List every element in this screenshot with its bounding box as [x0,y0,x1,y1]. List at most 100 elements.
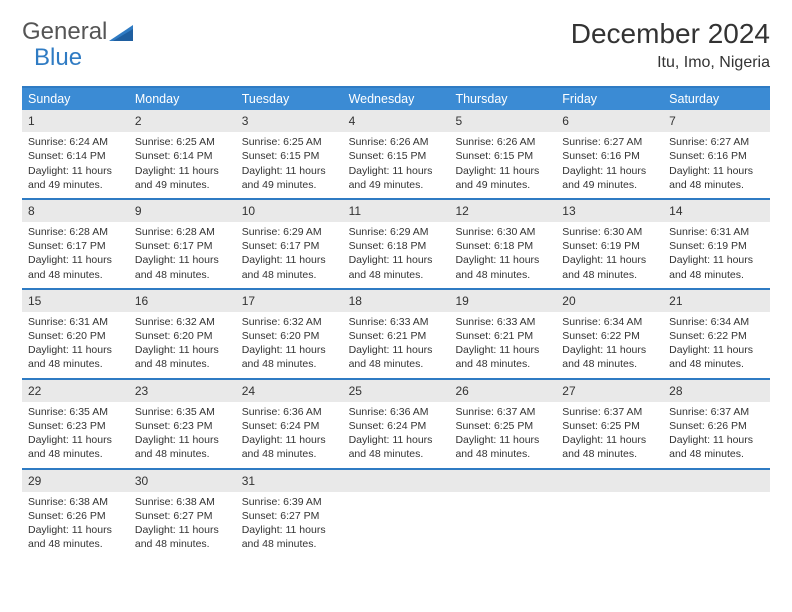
day-body: Sunrise: 6:33 AMSunset: 6:21 PMDaylight:… [449,315,556,372]
sunrise-line: Sunrise: 6:32 AM [242,315,337,329]
daylight-line: Daylight: 11 hours and 48 minutes. [562,433,657,461]
header: General December 2024 Itu, Imo, Nigeria [22,18,770,72]
day-body: Sunrise: 6:30 AMSunset: 6:18 PMDaylight:… [449,225,556,282]
day-number: 26 [449,380,556,402]
day-cell: 12 Sunrise: 6:30 AMSunset: 6:18 PMDayligh… [449,200,556,288]
sunrise-line: Sunrise: 6:38 AM [135,495,230,509]
day-number: 1 [22,110,129,132]
day-body: Sunrise: 6:32 AMSunset: 6:20 PMDaylight:… [129,315,236,372]
sunrise-line: Sunrise: 6:25 AM [242,135,337,149]
sunset-line: Sunset: 6:24 PM [349,419,444,433]
daylight-line: Daylight: 11 hours and 48 minutes. [455,343,550,371]
daylight-line: Daylight: 11 hours and 48 minutes. [28,343,123,371]
day-cell: 29Sunrise: 6:38 AMSunset: 6:26 PMDayligh… [22,470,129,558]
day-cell: 25Sunrise: 6:36 AMSunset: 6:24 PMDayligh… [343,380,450,468]
day-number: 12 [449,200,556,222]
day-cell: 14Sunrise: 6:31 AMSunset: 6:19 PMDayligh… [663,200,770,288]
day-cell: 27Sunrise: 6:37 AMSunset: 6:25 PMDayligh… [556,380,663,468]
day-body: Sunrise: 6:26 AMSunset: 6:15 PMDaylight:… [343,135,450,192]
day-number: 23 [129,380,236,402]
location: Itu, Imo, Nigeria [571,54,770,72]
day-cell: 26 Sunrise: 6:37 AMSunset: 6:25 PMDayligh… [449,380,556,468]
day-body: Sunrise: 6:34 AMSunset: 6:22 PMDaylight:… [556,315,663,372]
sunset-line: Sunset: 6:22 PM [562,329,657,343]
day-cell: 6 Sunrise: 6:27 AMSunset: 6:16 PMDaylight… [556,110,663,198]
sunset-line: Sunset: 6:22 PM [669,329,764,343]
daylight-line: Daylight: 11 hours and 48 minutes. [562,343,657,371]
day-cell-empty [556,470,663,558]
day-body: Sunrise: 6:36 AMSunset: 6:24 PMDaylight:… [343,405,450,462]
day-body: Sunrise: 6:38 AMSunset: 6:26 PMDaylight:… [22,495,129,552]
day-number [449,470,556,492]
sunset-line: Sunset: 6:25 PM [562,419,657,433]
sunrise-line: Sunrise: 6:27 AM [562,135,657,149]
sunrise-line: Sunrise: 6:29 AM [242,225,337,239]
day-cell: 20Sunrise: 6:34 AMSunset: 6:22 PMDayligh… [556,290,663,378]
day-body: Sunrise: 6:34 AMSunset: 6:22 PMDaylight:… [663,315,770,372]
day-number: 2 [129,110,236,132]
day-cell: 11Sunrise: 6:29 AMSunset: 6:18 PMDayligh… [343,200,450,288]
sunset-line: Sunset: 6:17 PM [135,239,230,253]
logo-text-1: General [22,18,107,46]
daylight-line: Daylight: 11 hours and 48 minutes. [455,253,550,281]
sunset-line: Sunset: 6:18 PM [455,239,550,253]
sunset-line: Sunset: 6:14 PM [28,149,123,163]
daylight-line: Daylight: 11 hours and 48 minutes. [242,523,337,551]
day-number: 3 [236,110,343,132]
daylight-line: Daylight: 11 hours and 48 minutes. [242,343,337,371]
day-cell: 22Sunrise: 6:35 AMSunset: 6:23 PMDayligh… [22,380,129,468]
day-body: Sunrise: 6:27 AMSunset: 6:16 PMDaylight:… [556,135,663,192]
daylight-line: Daylight: 11 hours and 48 minutes. [562,253,657,281]
day-number: 21 [663,290,770,312]
day-number: 24 [236,380,343,402]
day-number: 19 [449,290,556,312]
sunrise-line: Sunrise: 6:34 AM [562,315,657,329]
daylight-line: Daylight: 11 hours and 48 minutes. [135,433,230,461]
weekday-header: Monday [129,88,236,110]
daylight-line: Daylight: 11 hours and 48 minutes. [669,433,764,461]
daylight-line: Daylight: 11 hours and 48 minutes. [669,253,764,281]
day-cell: 2Sunrise: 6:25 AMSunset: 6:14 PMDaylight… [129,110,236,198]
daylight-line: Daylight: 11 hours and 49 minutes. [562,164,657,192]
day-number: 31 [236,470,343,492]
day-cell: 9Sunrise: 6:28 AMSunset: 6:17 PMDaylight… [129,200,236,288]
sunrise-line: Sunrise: 6:35 AM [28,405,123,419]
day-cell: 13Sunrise: 6:30 AMSunset: 6:19 PMDayligh… [556,200,663,288]
sunrise-line: Sunrise: 6:34 AM [669,315,764,329]
day-number: 13 [556,200,663,222]
sunrise-line: Sunrise: 6:31 AM [28,315,123,329]
day-cell-empty [663,470,770,558]
day-number: 30 [129,470,236,492]
day-cell: 21 Sunrise: 6:34 AMSunset: 6:22 PMDayligh… [663,290,770,378]
sunrise-line: Sunrise: 6:26 AM [349,135,444,149]
day-body: Sunrise: 6:26 AMSunset: 6:15 PMDaylight:… [449,135,556,192]
month-title: December 2024 [571,18,770,50]
day-number: 10 [236,200,343,222]
sunrise-line: Sunrise: 6:33 AM [349,315,444,329]
day-body: Sunrise: 6:32 AMSunset: 6:20 PMDaylight:… [236,315,343,372]
daylight-line: Daylight: 11 hours and 48 minutes. [242,253,337,281]
day-body: Sunrise: 6:37 AMSunset: 6:25 PMDaylight:… [449,405,556,462]
day-number: 14 [663,200,770,222]
week-row: 15Sunrise: 6:31 AMSunset: 6:20 PMDayligh… [22,290,770,380]
daylight-line: Daylight: 11 hours and 48 minutes. [455,433,550,461]
sunset-line: Sunset: 6:27 PM [135,509,230,523]
day-number: 7 [663,110,770,132]
sunset-line: Sunset: 6:19 PM [562,239,657,253]
sunset-line: Sunset: 6:16 PM [562,149,657,163]
day-body: Sunrise: 6:31 AMSunset: 6:20 PMDaylight:… [22,315,129,372]
daylight-line: Daylight: 11 hours and 49 minutes. [455,164,550,192]
day-body: Sunrise: 6:24 AMSunset: 6:14 PMDaylight:… [22,135,129,192]
sunset-line: Sunset: 6:19 PM [669,239,764,253]
sunset-line: Sunset: 6:16 PM [669,149,764,163]
sunset-line: Sunset: 6:21 PM [455,329,550,343]
weeks-container: 1 Sunrise: 6:24 AMSunset: 6:14 PMDaylight… [22,110,770,557]
day-body: Sunrise: 6:33 AMSunset: 6:21 PMDaylight:… [343,315,450,372]
day-body: Sunrise: 6:37 AMSunset: 6:26 PMDaylight:… [663,405,770,462]
day-body: Sunrise: 6:28 AMSunset: 6:17 PMDaylight:… [129,225,236,282]
week-row: 8Sunrise: 6:28 AMSunset: 6:17 PMDaylight… [22,200,770,290]
sunrise-line: Sunrise: 6:36 AM [349,405,444,419]
day-number: 22 [22,380,129,402]
title-block: December 2024 Itu, Imo, Nigeria [571,18,770,72]
day-number: 6 [556,110,663,132]
